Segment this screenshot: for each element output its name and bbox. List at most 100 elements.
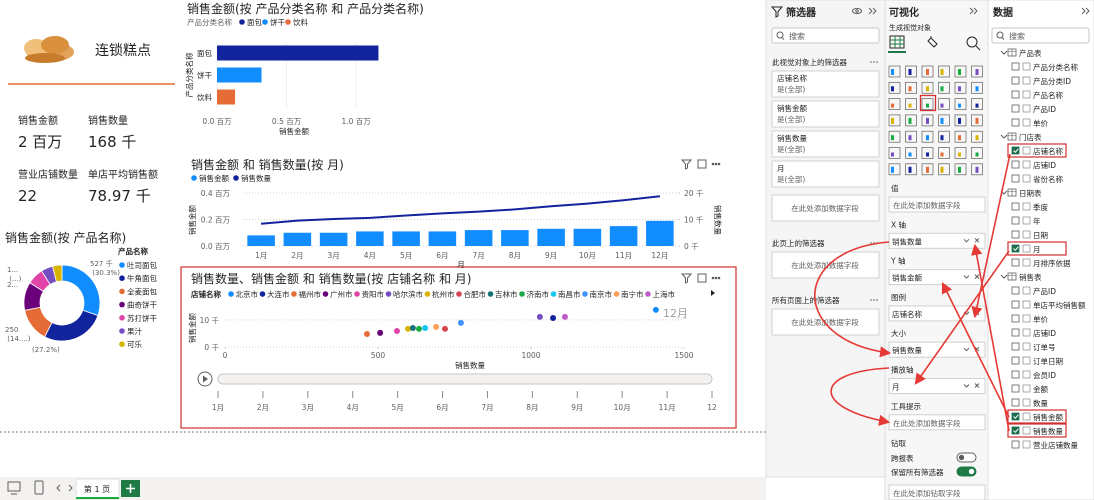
visual-type-icon[interactable] [938, 163, 950, 176]
field-checkbox[interactable] [1011, 328, 1020, 337]
filter-card[interactable] [771, 130, 880, 158]
filter-card[interactable] [771, 70, 880, 98]
field-checkbox[interactable] [1011, 244, 1020, 253]
visual-header-icons[interactable] [680, 159, 721, 170]
field-checkbox[interactable] [1011, 118, 1020, 127]
more-options[interactable] [870, 61, 872, 63]
visual-type-icon[interactable] [888, 163, 901, 176]
visual-type-icon[interactable] [905, 147, 917, 159]
add-field-box[interactable] [888, 484, 986, 500]
field-checkbox[interactable] [1011, 146, 1020, 155]
add-page-button[interactable] [121, 480, 140, 497]
filter-card[interactable] [771, 100, 880, 128]
visual-type-icon[interactable] [921, 65, 934, 78]
visual-type-icon[interactable] [905, 163, 917, 176]
visual-type-icon[interactable] [888, 98, 901, 110]
more-options[interactable] [873, 242, 875, 244]
visual-type-icon[interactable] [954, 114, 967, 127]
visual-type-icon[interactable] [921, 147, 934, 159]
visual-type-icon[interactable] [954, 130, 967, 143]
visual-type-icon[interactable] [954, 65, 967, 78]
expand-icon[interactable] [1000, 134, 1008, 139]
visual-type-icon[interactable] [938, 114, 950, 127]
field-name: 产品ID [1033, 104, 1056, 114]
visual-type-icon[interactable] [971, 98, 983, 110]
field-well[interactable] [888, 378, 986, 394]
filter-card[interactable] [771, 160, 880, 188]
visual-type-icon[interactable] [954, 163, 967, 176]
play-button[interactable] [197, 371, 213, 387]
visual-type-icon[interactable] [888, 130, 901, 143]
field-checkbox[interactable] [1011, 314, 1020, 323]
visual-type-icon[interactable] [938, 147, 950, 159]
add-field-box[interactable] [771, 194, 880, 222]
expand-icon[interactable] [1000, 50, 1008, 55]
visual-type-icon[interactable] [921, 163, 934, 176]
search-box[interactable] [991, 27, 1090, 44]
visual-type-icon[interactable] [938, 65, 950, 78]
visual-type-icon[interactable] [888, 65, 901, 78]
field-checkbox[interactable] [1011, 356, 1020, 365]
visual-type-icon[interactable] [888, 147, 901, 159]
legend-next-arrow[interactable] [711, 290, 715, 296]
visual-type-icon[interactable] [905, 65, 917, 78]
more-options[interactable] [876, 61, 878, 63]
field-checkbox[interactable] [1011, 440, 1020, 449]
visual-type-icon[interactable] [888, 81, 901, 94]
more-options[interactable] [876, 242, 878, 244]
field-checkbox[interactable] [1011, 258, 1020, 267]
dropdown-icon[interactable] [963, 238, 970, 243]
visual-type-icon[interactable] [954, 81, 967, 94]
visual-type-icon[interactable] [971, 130, 983, 143]
x-tick-label: 8月 [509, 251, 521, 260]
more-options[interactable] [873, 299, 875, 301]
more-options[interactable] [870, 299, 872, 301]
visual-type-icon[interactable] [921, 114, 934, 127]
play-axis-track[interactable] [217, 373, 713, 385]
field-checkbox[interactable] [1011, 426, 1020, 435]
visual-type-icon[interactable] [971, 65, 983, 78]
visual-type-icon[interactable] [954, 147, 967, 159]
field-checkbox[interactable] [1011, 90, 1020, 99]
field-checkbox[interactable] [1011, 104, 1020, 113]
search-box[interactable] [771, 27, 880, 44]
visual-type-icon[interactable] [905, 130, 917, 143]
visual-type-icon-accent [958, 117, 961, 124]
field-checkbox[interactable] [1011, 230, 1020, 239]
visual-type-icon[interactable] [938, 81, 950, 94]
field-checkbox[interactable] [1011, 286, 1020, 295]
visual-build-tabs[interactable] [888, 35, 981, 53]
more-options[interactable] [876, 299, 878, 301]
visual-type-icon[interactable] [954, 98, 967, 110]
field-checkbox[interactable] [1011, 76, 1020, 85]
visual-type-icon[interactable] [971, 114, 983, 127]
more-options[interactable] [873, 61, 875, 63]
field-checkbox[interactable] [1011, 62, 1020, 71]
visual-type-icon[interactable] [938, 130, 950, 143]
visual-type-icon[interactable] [938, 98, 950, 110]
field-checkbox[interactable] [1011, 384, 1020, 393]
visual-type-icon[interactable] [921, 81, 934, 94]
field-checkbox[interactable] [1011, 174, 1020, 183]
field-checkbox[interactable] [1011, 398, 1020, 407]
field-checkbox[interactable] [1011, 412, 1020, 421]
visual-type-icon[interactable] [905, 114, 917, 127]
field-checkbox[interactable] [1011, 370, 1020, 379]
visual-type-icon[interactable] [905, 98, 917, 110]
more-options[interactable] [870, 242, 872, 244]
visual-type-icon[interactable] [921, 130, 934, 143]
visual-type-icon[interactable] [888, 114, 901, 127]
field-checkbox[interactable] [1011, 342, 1020, 351]
view-icons[interactable] [7, 480, 73, 495]
visual-type-icon[interactable] [921, 98, 934, 110]
visual-header-icons[interactable] [680, 273, 721, 284]
field-checkbox[interactable] [1011, 160, 1020, 169]
pane-header-controls[interactable] [852, 7, 1090, 15]
field-checkbox[interactable] [1011, 202, 1020, 211]
field-checkbox[interactable] [1011, 300, 1020, 309]
field-checkbox[interactable] [1011, 216, 1020, 225]
visual-type-icon[interactable] [971, 81, 983, 94]
point [561, 313, 568, 320]
legend-dot [228, 291, 234, 297]
visual-type-icon[interactable] [905, 81, 917, 94]
